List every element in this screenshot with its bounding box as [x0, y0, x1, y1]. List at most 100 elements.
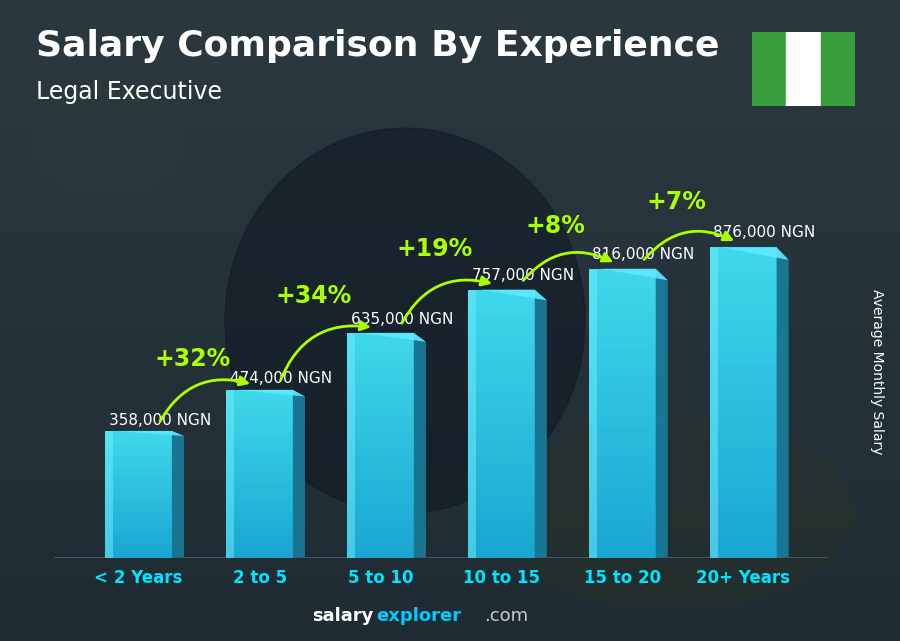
Bar	[0, 468, 900, 474]
Bar	[347, 519, 414, 524]
Bar	[105, 478, 172, 481]
Bar	[0, 327, 900, 333]
Bar	[347, 451, 414, 456]
Bar	[105, 504, 172, 507]
Bar	[0, 622, 900, 628]
Bar	[105, 554, 172, 558]
Bar	[710, 279, 777, 287]
Bar	[590, 341, 656, 348]
Bar	[468, 524, 535, 531]
Bar	[468, 451, 535, 457]
Bar	[710, 542, 777, 550]
Bar	[0, 397, 900, 404]
Bar	[0, 635, 900, 641]
Bar	[590, 449, 656, 456]
Bar	[105, 526, 172, 529]
Bar	[105, 437, 172, 440]
Bar	[710, 247, 777, 255]
Bar	[710, 519, 777, 527]
Bar	[347, 361, 414, 367]
Bar	[0, 558, 900, 564]
Bar	[468, 350, 535, 356]
Bar	[105, 431, 113, 558]
Bar	[468, 464, 535, 470]
Bar	[468, 470, 535, 478]
Bar	[0, 314, 900, 320]
Bar	[590, 392, 656, 399]
Bar	[0, 449, 900, 455]
Bar	[468, 363, 535, 370]
Bar	[226, 419, 292, 424]
Bar	[105, 431, 172, 434]
Polygon shape	[656, 269, 668, 558]
Bar	[347, 490, 414, 496]
Bar	[468, 444, 535, 451]
Bar	[0, 19, 900, 26]
Bar	[710, 480, 777, 488]
Bar	[226, 457, 292, 461]
Bar	[226, 411, 292, 415]
Bar	[105, 532, 172, 535]
Bar	[347, 428, 414, 434]
Bar	[347, 524, 414, 529]
Bar	[710, 317, 777, 325]
Bar	[105, 456, 172, 460]
Bar	[468, 317, 535, 323]
Bar	[710, 263, 777, 271]
Bar	[0, 570, 900, 577]
Bar	[590, 420, 656, 428]
Bar	[590, 442, 656, 449]
Bar	[710, 302, 777, 310]
Bar	[0, 109, 900, 115]
Bar	[710, 465, 777, 472]
Bar	[710, 410, 777, 418]
Bar	[347, 383, 414, 389]
Bar	[105, 491, 172, 494]
Bar	[105, 507, 172, 510]
Text: salary: salary	[312, 607, 373, 625]
Bar	[710, 457, 777, 465]
Bar	[0, 526, 900, 532]
Bar	[0, 199, 900, 205]
Bar	[0, 301, 900, 308]
Bar	[0, 58, 900, 64]
Bar	[468, 370, 535, 377]
Bar	[347, 535, 414, 541]
Bar	[710, 472, 777, 480]
Bar	[0, 506, 900, 513]
Bar	[347, 395, 414, 400]
Bar	[226, 453, 292, 457]
Bar	[590, 348, 656, 355]
Bar	[105, 472, 172, 475]
Bar	[468, 290, 535, 296]
Bar	[468, 504, 535, 511]
Polygon shape	[292, 390, 305, 558]
Bar	[0, 244, 900, 250]
Bar	[468, 544, 535, 551]
Bar	[226, 487, 292, 490]
Bar	[105, 551, 172, 554]
Bar	[0, 346, 900, 353]
Bar	[105, 453, 172, 456]
Bar	[710, 488, 777, 495]
Bar	[0, 628, 900, 635]
Bar	[0, 590, 900, 596]
Bar	[468, 410, 535, 417]
Polygon shape	[777, 247, 788, 558]
Bar	[347, 456, 414, 462]
Bar	[105, 450, 172, 453]
Bar	[0, 404, 900, 410]
Bar	[347, 440, 414, 445]
Bar	[0, 231, 900, 237]
Bar	[226, 482, 292, 487]
Bar	[226, 537, 292, 541]
Bar	[590, 276, 656, 283]
Bar	[590, 551, 656, 558]
Bar	[468, 337, 535, 343]
Bar	[0, 429, 900, 436]
Bar	[105, 494, 172, 497]
Bar	[468, 290, 476, 558]
Bar	[105, 469, 172, 472]
Bar	[0, 115, 900, 122]
Text: Average Monthly Salary: Average Monthly Salary	[870, 289, 885, 454]
